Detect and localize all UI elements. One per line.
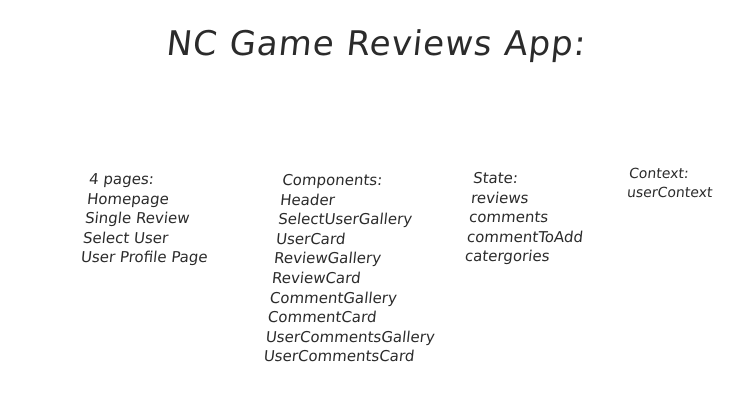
state-heading: State:: [472, 169, 519, 187]
component-item: SelectUserGallery: [277, 210, 414, 229]
context-heading: Context:: [628, 166, 690, 182]
state-item: reviews: [470, 188, 530, 207]
page-item: Homepage: [86, 189, 170, 208]
state-item: catergories: [464, 247, 551, 266]
components-list: Components: Header SelectUserGallery Use…: [263, 171, 453, 367]
component-item: ReviewGallery: [273, 249, 383, 268]
component-item: UserCommentsCard: [262, 347, 416, 366]
page-item: User Profile Page: [80, 248, 209, 267]
component-item: CommentGallery: [269, 288, 398, 307]
pages-list: 4 pages: Homepage Single Review Select U…: [80, 170, 217, 268]
diagram-title: NC Game Reviews App:: [164, 24, 589, 64]
context-item: userContext: [626, 185, 714, 201]
pages-heading: 4 pages:: [88, 170, 155, 188]
component-item: ReviewCard: [271, 268, 362, 287]
state-item: commentToAdd: [466, 227, 585, 246]
component-item: CommentCard: [266, 308, 378, 327]
page-item: Single Review: [84, 209, 191, 228]
state-item: comments: [468, 208, 550, 227]
components-heading: Components:: [281, 171, 384, 189]
component-item: Header: [279, 190, 336, 209]
component-item: UserCard: [275, 229, 347, 248]
page-item: Select User: [82, 228, 170, 247]
context-list: Context: userContext: [626, 165, 715, 203]
state-list: State: reviews comments commentToAdd cat…: [464, 169, 590, 267]
component-item: UserCommentsGallery: [264, 327, 436, 346]
